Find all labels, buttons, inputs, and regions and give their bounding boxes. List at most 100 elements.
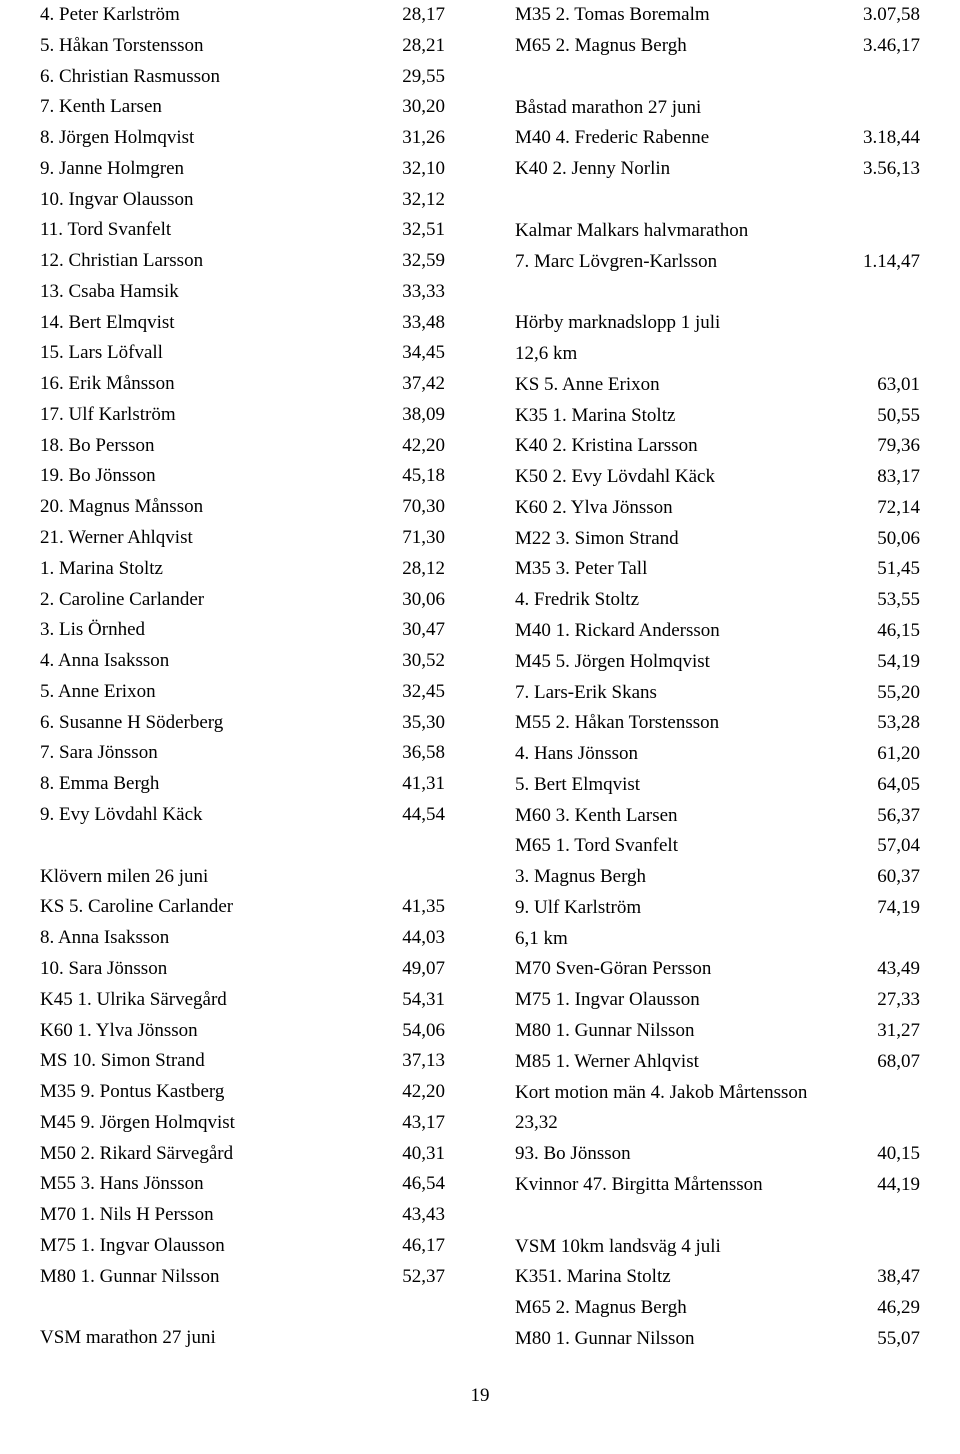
result-row: KS 5. Anne Erixon63,01 (515, 370, 920, 401)
result-label: 8. Anna Isaksson (40, 923, 169, 954)
result-value: 30,06 (394, 585, 445, 616)
result-row: KS 5. Caroline Carlander41,35 (40, 892, 445, 923)
result-row: 14. Bert Elmqvist33,48 (40, 308, 445, 339)
result-row: M80 1. Gunnar Nilsson 52,37 (40, 1262, 445, 1293)
result-label: 93. Bo Jönsson (515, 1139, 631, 1170)
result-label: M65 2. Magnus Bergh (515, 31, 687, 62)
result-label: KS 5. Caroline Carlander (40, 892, 233, 923)
result-row: M55 2. Håkan Torstensson 53,28 (515, 708, 920, 739)
result-label: 5. Bert Elmqvist (515, 770, 640, 801)
result-label: 3. Lis Örnhed (40, 615, 145, 646)
result-value: 33,33 (394, 277, 445, 308)
result-value: 28,21 (394, 31, 445, 62)
result-value: 45,18 (394, 461, 445, 492)
result-row: 10. Sara Jönsson49,07 (40, 954, 445, 985)
result-value: 37,13 (394, 1046, 445, 1077)
result-label: M80 1. Gunnar Nilsson (515, 1324, 694, 1355)
result-label: K351. Marina Stoltz (515, 1262, 671, 1293)
result-label: 7. Lars-Erik Skans (515, 678, 657, 709)
result-row: M50 2. Rikard Särvegård40,31 (40, 1139, 445, 1170)
result-row: 13. Csaba Hamsik33,33 (40, 277, 445, 308)
result-value: 42,20 (394, 431, 445, 462)
result-value: 3.56,13 (855, 154, 920, 185)
result-value: 37,42 (394, 369, 445, 400)
result-label: M45 9. Jörgen Holmqvist (40, 1108, 235, 1139)
result-row: 7. Marc Lövgren-Karlsson1.14,47 (515, 247, 920, 278)
result-label: K60 1. Ylva Jönsson (40, 1016, 198, 1047)
result-label: Kvinnor 47. Birgitta Mårtensson (515, 1170, 763, 1201)
result-value: 74,19 (869, 893, 920, 924)
result-row: M85 1. Werner Ahlqvist68,07 (515, 1047, 920, 1078)
result-value: 46,15 (869, 616, 920, 647)
result-row: M22 3. Simon Strand50,06 (515, 524, 920, 555)
result-value: 60,37 (869, 862, 920, 893)
result-row: M80 1. Gunnar Nilsson55,07 (515, 1324, 920, 1355)
result-label: 4. Anna Isaksson (40, 646, 169, 677)
result-label: K40 2. Kristina Larsson (515, 431, 698, 462)
result-row: 4. Anna Isaksson30,52 (40, 646, 445, 677)
result-value: 28,12 (394, 554, 445, 585)
result-value: 32,45 (394, 677, 445, 708)
result-label: 17. Ulf Karlström (40, 400, 176, 431)
result-row: K50 2. Evy Lövdahl Käck83,17 (515, 462, 920, 493)
result-row: K60 2. Ylva Jönsson 72,14 (515, 493, 920, 524)
result-value: 3.46,17 (855, 31, 920, 62)
result-row: M35 9. Pontus Kastberg42,20 (40, 1077, 445, 1108)
result-row: 11. Tord Svanfelt32,51 (40, 215, 445, 246)
result-label: 19. Bo Jönsson (40, 461, 156, 492)
result-label: 7. Kenth Larsen (40, 92, 162, 123)
result-row: M40 1. Rickard Andersson46,15 (515, 616, 920, 647)
result-label: M75 1. Ingvar Olausson (515, 985, 700, 1016)
result-label: 14. Bert Elmqvist (40, 308, 175, 339)
result-row: 4. Fredrik Stoltz53,55 (515, 585, 920, 616)
result-row: 9. Evy Lövdahl Käck44,54 (40, 800, 445, 831)
result-row: 3. Lis Örnhed30,47 (40, 615, 445, 646)
result-label: M80 1. Gunnar Nilsson (40, 1262, 219, 1293)
result-label: M70 Sven-Göran Persson (515, 954, 711, 985)
result-value: 53,28 (869, 708, 920, 739)
result-value: 46,17 (394, 1231, 445, 1262)
result-label: 4. Peter Karlström (40, 0, 180, 31)
result-row: 3. Magnus Bergh 60,37 (515, 862, 920, 893)
result-row: M80 1. Gunnar Nilsson31,27 (515, 1016, 920, 1047)
result-row: M35 2. Tomas Boremalm3.07,58 (515, 0, 920, 31)
result-label: M70 1. Nils H Persson (40, 1200, 214, 1231)
result-value: 51,45 (869, 554, 920, 585)
result-label: K45 1. Ulrika Särvegård (40, 985, 227, 1016)
result-label: M55 2. Håkan Torstensson (515, 708, 719, 739)
result-value: 36,58 (394, 738, 445, 769)
result-label: 8. Emma Bergh (40, 769, 159, 800)
result-label: M55 3. Hans Jönsson (40, 1169, 204, 1200)
result-label: M65 2. Magnus Bergh (515, 1293, 687, 1324)
result-label: M35 9. Pontus Kastberg (40, 1077, 224, 1108)
result-label: 3. Magnus Bergh (515, 862, 646, 893)
result-label: K60 2. Ylva Jönsson (515, 493, 673, 524)
result-row: 7. Kenth Larsen 30,20 (40, 92, 445, 123)
result-value: 72,14 (869, 493, 920, 524)
result-value: 29,55 (394, 62, 445, 93)
result-label: 5. Håkan Torstensson (40, 31, 204, 62)
result-value: 63,01 (869, 370, 920, 401)
result-row: 20. Magnus Månsson70,30 (40, 492, 445, 523)
result-value: 54,06 (394, 1016, 445, 1047)
result-label: M60 3. Kenth Larsen (515, 801, 678, 832)
result-row: 4. Peter Karlström28,17 (40, 0, 445, 31)
result-label: K40 2. Jenny Norlin (515, 154, 670, 185)
result-value: 30,20 (394, 92, 445, 123)
result-label: K35 1. Marina Stoltz (515, 401, 675, 432)
result-label: 15. Lars Löfvall (40, 338, 163, 369)
result-row: 21. Werner Ahlqvist71,30 (40, 523, 445, 554)
result-row: M65 1. Tord Svanfelt57,04 (515, 831, 920, 862)
result-value: 52,37 (394, 1262, 445, 1293)
result-row: 18. Bo Persson42,20 (40, 431, 445, 462)
result-row: M65 2. Magnus Bergh 3.46,17 (515, 31, 920, 62)
section-heading: VSM 10km landsväg 4 juli (515, 1232, 920, 1263)
result-value: 70,30 (394, 492, 445, 523)
result-row: 10. Ingvar Olausson32,12 (40, 185, 445, 216)
result-label: M75 1. Ingvar Olausson (40, 1231, 225, 1262)
result-label: 6. Christian Rasmusson (40, 62, 220, 93)
result-label: 7. Sara Jönsson (40, 738, 158, 769)
result-label: M50 2. Rikard Särvegård (40, 1139, 233, 1170)
result-label: M22 3. Simon Strand (515, 524, 679, 555)
result-value: 43,17 (394, 1108, 445, 1139)
